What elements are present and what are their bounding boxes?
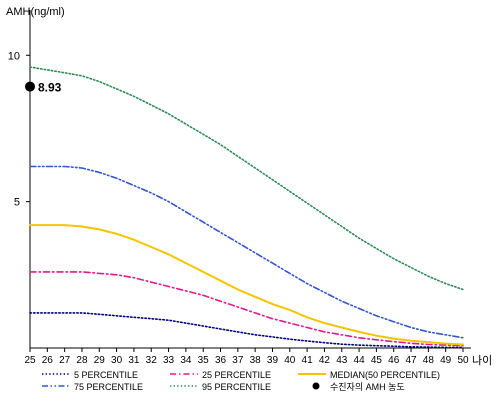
y-tick-label: 10	[8, 50, 20, 62]
legend-label: MEDIAN(50 PERCENTILE)	[330, 370, 440, 380]
x-tick-label: 26	[42, 355, 54, 366]
legend-label: 95 PERCENTILE	[202, 382, 271, 392]
patient-amh-value-label: 8.93	[38, 81, 62, 95]
x-tick-label: 44	[354, 355, 366, 366]
x-tick-label: 38	[250, 355, 262, 366]
series-line-median-50-percentile	[29, 224, 464, 346]
axes: AMH(ng/ml) 5 10 25 26 27 28 29 30 31 32 33 34 35 36 37 3…	[6, 6, 492, 367]
x-tick-label: 48	[423, 355, 435, 366]
legend-marker-point	[312, 382, 320, 390]
x-tick-label: 37	[232, 355, 244, 366]
x-tick-label: 31	[128, 355, 140, 366]
x-tick-label: 43	[336, 355, 348, 366]
x-tick-label: 32	[146, 355, 158, 366]
y-axis-label: AMH(ng/ml)	[6, 6, 65, 18]
legend-label: 수진자의 AMH 농도	[330, 382, 405, 392]
series-lines	[29, 66, 464, 349]
x-tick-label: 50	[457, 355, 469, 366]
legend-label: 5 PERCENTILE	[74, 370, 138, 380]
x-tick-label: 30	[111, 355, 123, 366]
x-tick-label: 29	[94, 355, 106, 366]
x-tick-label: 47	[405, 355, 417, 366]
x-tick-label: 36	[215, 355, 227, 366]
series-line-25-percentile	[29, 271, 464, 347]
series-line-5-percentile	[29, 312, 464, 349]
patient-marker: 8.93	[25, 81, 62, 95]
x-tick-label: 49	[440, 355, 452, 366]
legend-label: 25 PERCENTILE	[202, 370, 271, 380]
x-tick-label: 27	[59, 355, 71, 366]
x-tick-label: 41	[302, 355, 314, 366]
legend: 5 PERCENTILE 25 PERCENTILE MEDIAN(50 PERCE…	[42, 370, 440, 392]
series-line-95-percentile	[29, 66, 464, 291]
x-axis-label: 나이	[472, 354, 492, 367]
series-line-75-percentile	[29, 165, 464, 339]
x-tick-label: 25	[24, 355, 36, 366]
x-tick-label: 46	[388, 355, 400, 366]
x-tick-label: 33	[163, 355, 175, 366]
y-tick-label: 5	[14, 197, 20, 209]
x-tick-label: 34	[180, 355, 192, 366]
legend-label: 75 PERCENTILE	[74, 382, 143, 392]
x-tick-label: 40	[284, 355, 296, 366]
x-tick-label: 35	[198, 355, 210, 366]
patient-amh-point	[25, 81, 35, 92]
x-tick-label: 39	[267, 355, 279, 366]
x-tick-label: 45	[371, 355, 383, 366]
x-tick-label: 28	[76, 355, 88, 366]
x-tick-label: 42	[319, 355, 331, 366]
